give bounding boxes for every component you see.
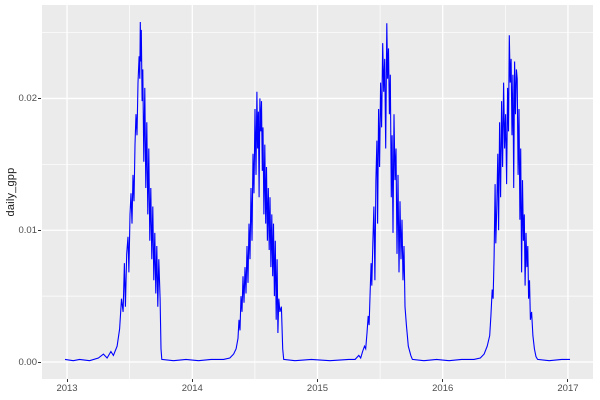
y-axis-tick-mark bbox=[38, 229, 41, 231]
x-axis-tick-mark bbox=[317, 379, 318, 382]
x-axis-tick-label: 2016 bbox=[432, 383, 454, 394]
y-axis-tick-mark bbox=[38, 361, 41, 363]
y-axis-tick-mark bbox=[38, 97, 41, 99]
y-axis-tick-label: 0.00 bbox=[18, 356, 38, 368]
x-axis-tick-mark bbox=[66, 379, 68, 382]
x-axis-tick-label: 2017 bbox=[557, 383, 579, 394]
y-axis-title: daily_gpp bbox=[5, 167, 17, 217]
x-axis-tick-label: 2013 bbox=[56, 383, 78, 394]
plot-panel bbox=[42, 5, 593, 379]
y-axis-tick-label: 0.02 bbox=[18, 92, 38, 104]
y-axis-tick-label: 0.01 bbox=[18, 224, 38, 236]
x-axis-tick-label: 2014 bbox=[181, 383, 203, 394]
gpp-time-series-line bbox=[64, 21, 570, 362]
line-plot-svg bbox=[42, 5, 593, 379]
x-axis-tick-mark bbox=[191, 379, 193, 382]
x-axis-tick-label: 2015 bbox=[306, 383, 329, 394]
x-axis-tick-mark bbox=[442, 379, 444, 382]
x-axis-tick-mark bbox=[567, 379, 569, 382]
